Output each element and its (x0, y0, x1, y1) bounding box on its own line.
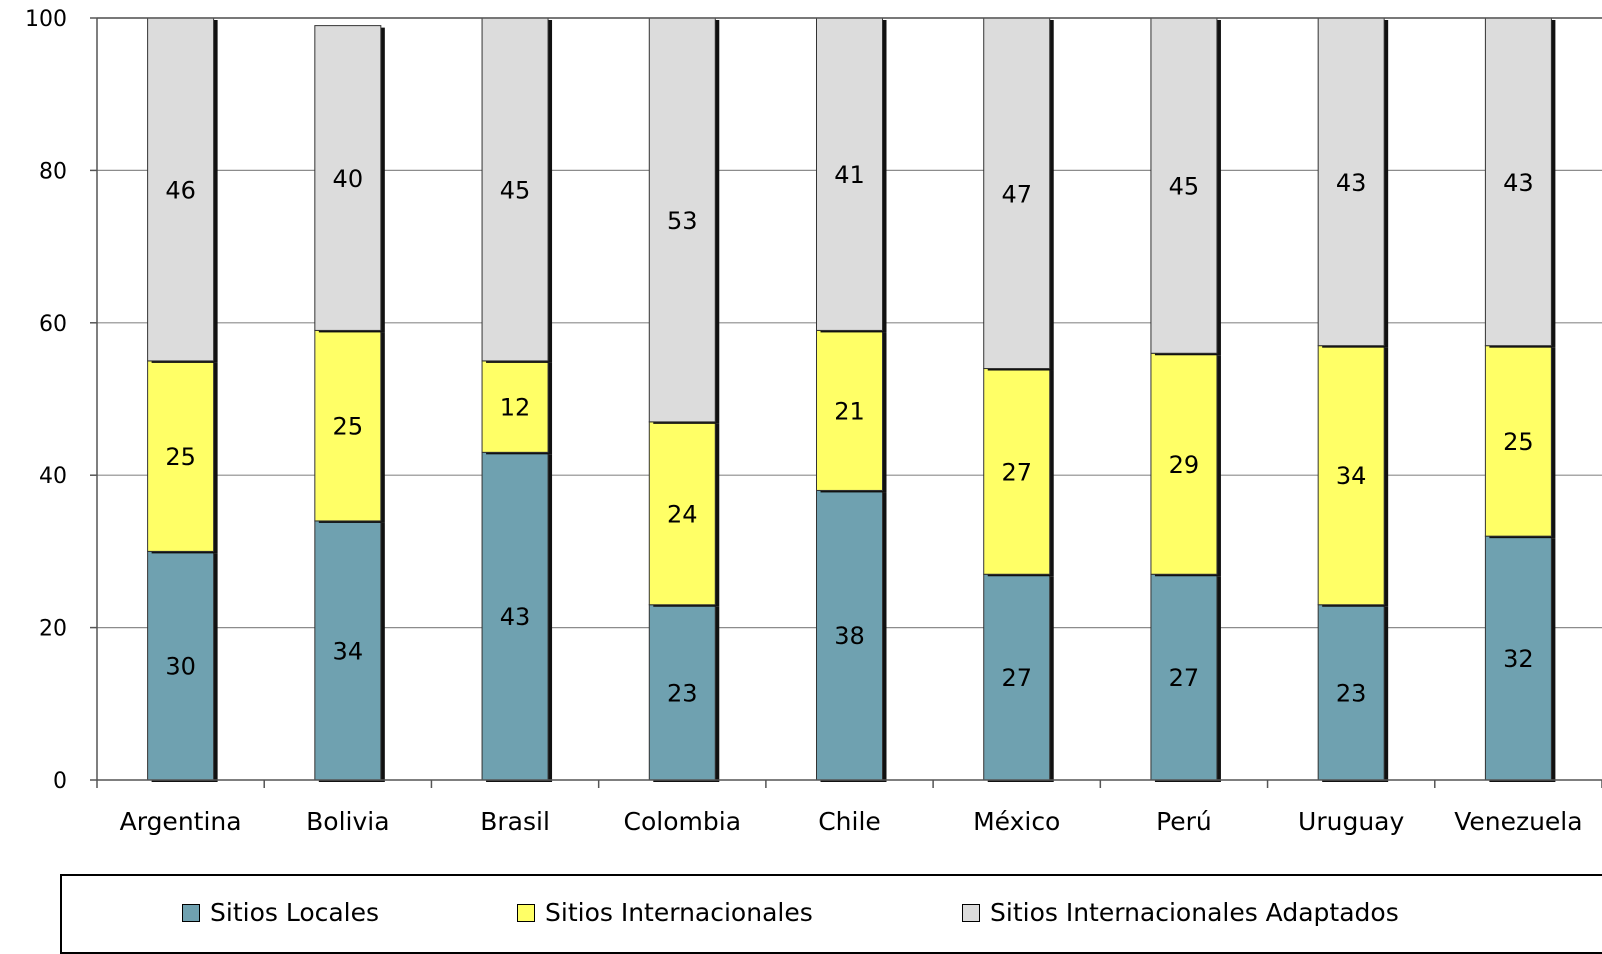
legend-label: Sitios Internacionales (545, 898, 813, 927)
data-label: 45 (1169, 173, 1200, 201)
data-label: 34 (1336, 462, 1367, 490)
data-label: 24 (667, 500, 698, 528)
data-label: 38 (834, 622, 865, 650)
x-category-label: Uruguay (1298, 807, 1404, 836)
legend-item-sitios-internacionales: Sitios Internacionales (517, 898, 813, 927)
bar-sitios-internacionales-adaptados-brasil (481, 17, 549, 362)
data-label: 40 (333, 165, 364, 193)
data-label: 25 (1503, 428, 1534, 456)
y-tick-label: 100 (25, 7, 67, 32)
legend-label: Sitios Locales (210, 898, 380, 927)
x-category-label: Venezuela (1454, 807, 1582, 836)
data-label: 34 (333, 637, 364, 665)
bar-sitios-internacionales-chile (816, 329, 883, 491)
y-tick-label: 60 (39, 312, 67, 337)
x-category-label: Brasil (480, 807, 550, 836)
legend: Sitios Locales Sitios Internacionales Si… (60, 874, 1602, 954)
bar-sitios-internacionales-adaptados-bolivia (314, 25, 382, 331)
x-category-label: Argentina (120, 807, 242, 836)
bars (147, 17, 1556, 782)
bar-sitios-internacionales-colombia (648, 421, 716, 606)
data-label: 47 (1001, 180, 1032, 208)
data-label: 53 (667, 207, 698, 235)
bar-sitios-internacionales-uruguay (1317, 345, 1385, 606)
bar-sitios-internacionales-perú (1150, 352, 1218, 575)
bar-sitios-internacionales-adaptados-uruguay (1317, 17, 1385, 347)
legend-swatch-sitios-internacionales-adaptados (962, 903, 980, 922)
x-category-label: Chile (818, 807, 881, 836)
bar-sitios-locales-argentina (147, 550, 215, 781)
data-label: 25 (333, 413, 364, 441)
data-label: 23 (667, 679, 698, 707)
x-category-label: Bolivia (306, 807, 389, 836)
bar-sitios-internacionales-adaptados-méxico (983, 17, 1051, 370)
bar-sitios-locales-uruguay (1317, 604, 1385, 781)
y-tick-label: 40 (39, 464, 67, 489)
data-label: 23 (1336, 679, 1367, 707)
data-label: 45 (500, 176, 531, 204)
bar-sitios-internacionales-argentina (147, 360, 215, 552)
bar-sitios-internacionales-adaptados-venezuela (1484, 17, 1552, 347)
stacked-bar-chart: 30 25 46 34 25 40 43 12 45 23 24 53 38 21 41 27 27 47 27 29… (25, 7, 1602, 836)
bar-sitios-locales-méxico (983, 573, 1051, 781)
y-tick-label: 0 (53, 769, 67, 794)
legend-label: Sitios Internacionales Adaptados (990, 898, 1399, 927)
bar-sitios-locales-bolivia (314, 520, 382, 781)
data-label: 41 (834, 161, 865, 189)
bar-sitios-internacionales-bolivia (314, 329, 382, 522)
data-labels: 30 25 46 34 25 40 43 12 45 23 24 53 38 21 41 27 27 47 27 29… (165, 161, 1533, 707)
data-label: 27 (1001, 458, 1032, 486)
bar-sitios-internacionales-adaptados-chile (816, 17, 883, 331)
y-tick-label: 80 (39, 159, 67, 184)
bar-sitios-locales-perú (1150, 573, 1218, 781)
bar-sitios-locales-venezuela (1484, 535, 1552, 781)
data-label: 46 (165, 176, 196, 204)
bar-sitios-locales-brasil (481, 451, 549, 781)
x-category-label: México (973, 807, 1060, 836)
legend-item-sitios-internacionales-adaptados: Sitios Internacionales Adaptados (962, 898, 1399, 927)
axes: 0 20 40 60 80 100 Argentina Bolivia Brasil Colomb… (25, 7, 1602, 836)
bar-sitios-locales-chile (816, 489, 883, 781)
x-category-label: Perú (1156, 807, 1212, 836)
bar-sitios-internacionales-adaptados-argentina (147, 17, 215, 362)
x-category-label: Colombia (624, 807, 741, 836)
data-label: 43 (1336, 169, 1367, 197)
data-label: 43 (1503, 169, 1534, 197)
legend-swatch-sitios-internacionales (517, 903, 535, 922)
data-label: 32 (1503, 645, 1534, 673)
data-label: 25 (165, 443, 196, 471)
legend-swatch-sitios-locales (182, 903, 200, 922)
data-label: 12 (500, 394, 531, 422)
bar-sitios-locales-colombia (648, 604, 716, 781)
data-label: 27 (1169, 664, 1200, 692)
legend-item-sitios-locales: Sitios Locales (182, 898, 379, 927)
y-tick-label: 20 (39, 617, 67, 642)
data-label: 21 (834, 397, 865, 425)
data-label: 27 (1001, 664, 1032, 692)
data-label: 30 (165, 653, 196, 681)
bar-sitios-internacionales-brasil (481, 360, 549, 453)
data-label: 43 (500, 603, 531, 631)
bar-sitios-internacionales-adaptados-colombia (648, 17, 716, 423)
data-label: 29 (1169, 451, 1200, 479)
